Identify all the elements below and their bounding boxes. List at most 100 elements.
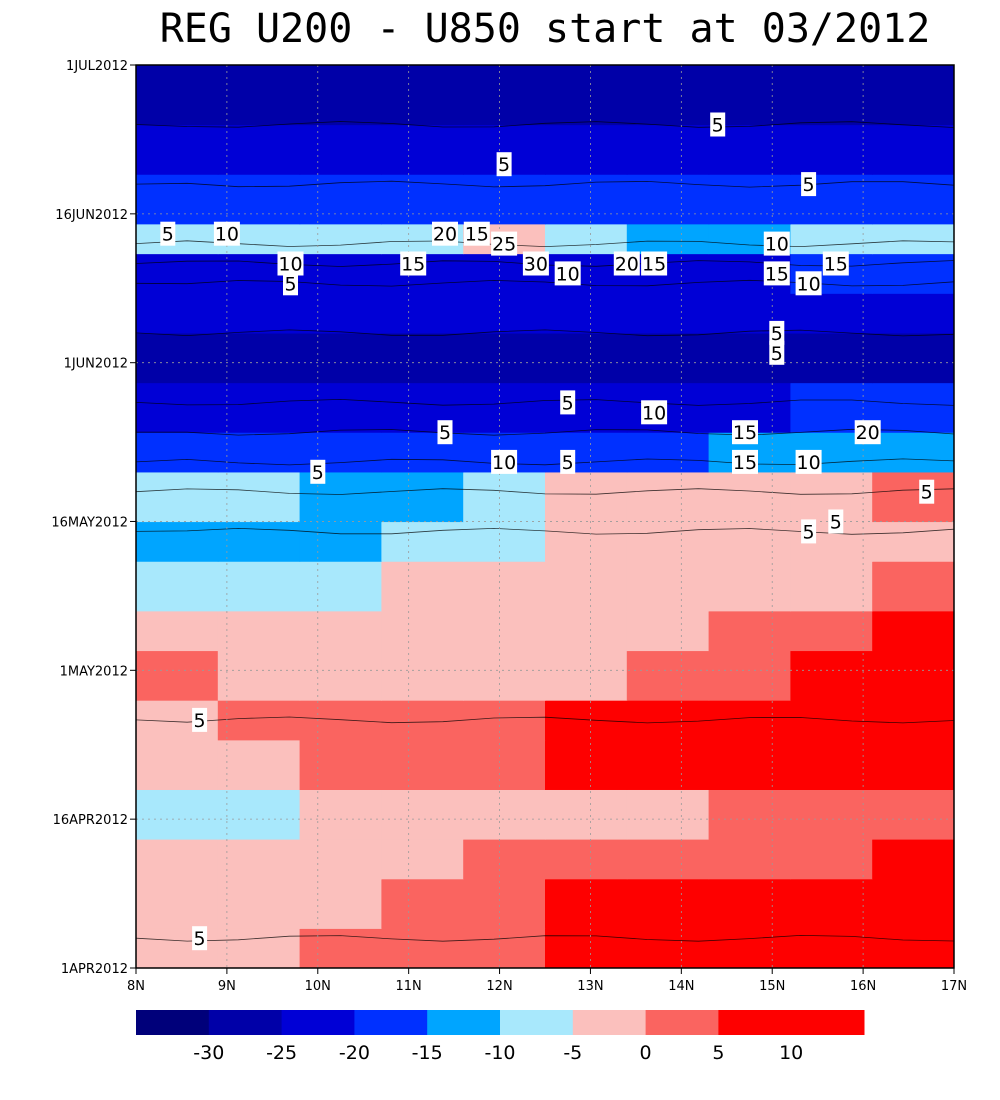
filled-cell xyxy=(299,521,382,562)
filled-cell xyxy=(217,293,301,334)
filled-cell xyxy=(545,432,628,473)
filled-cell xyxy=(136,521,219,562)
filled-cell xyxy=(463,789,546,840)
contour-label-box xyxy=(560,449,576,474)
filled-cell xyxy=(217,521,301,562)
contour-label-text: 15 xyxy=(401,254,425,276)
filled-cell xyxy=(790,739,873,790)
contour-label: 15 xyxy=(732,449,758,474)
filled-cell xyxy=(545,700,628,741)
contour-label-text: 5 xyxy=(194,710,206,732)
filled-cell xyxy=(872,789,954,840)
contour-label-text: 5 xyxy=(162,224,174,246)
contour-line xyxy=(136,398,954,406)
contour-label: 5 xyxy=(160,221,176,246)
contour-label: 5 xyxy=(496,152,512,177)
filled-cell xyxy=(872,124,954,175)
filled-cell xyxy=(872,610,954,652)
filled-cell xyxy=(136,471,219,523)
contour-label: 10 xyxy=(213,221,240,246)
contour-label-box xyxy=(400,251,427,276)
contour-label-text: 20 xyxy=(433,224,457,246)
filled-cell xyxy=(872,382,954,433)
contour-label: 5 xyxy=(919,479,935,504)
contour-label-box xyxy=(795,271,822,296)
y-tick-label: 1JUL2012 xyxy=(66,59,128,74)
x-tick-label: 15N xyxy=(759,979,785,994)
filled-cell xyxy=(136,789,219,840)
x-tick-label: 16N xyxy=(850,979,876,994)
filled-cell xyxy=(708,878,791,929)
colorbar-swatch xyxy=(208,1010,283,1035)
filled-cell xyxy=(136,293,219,334)
contour-label-box xyxy=(822,251,849,276)
contour-line xyxy=(136,180,954,188)
filled-cell xyxy=(872,878,954,929)
filled-cell xyxy=(136,332,219,384)
filled-cell xyxy=(463,878,546,929)
filled-cell xyxy=(136,382,219,433)
filled-cell xyxy=(217,700,301,741)
contour-line xyxy=(136,488,954,495)
contour-label-box xyxy=(801,519,817,544)
contour-label: 5 xyxy=(192,707,208,732)
contour-label-text: 20 xyxy=(615,254,639,276)
contour-label: 10 xyxy=(554,261,581,286)
filled-cell xyxy=(299,839,382,880)
filled-cell xyxy=(790,789,873,840)
contour-label: 20 xyxy=(432,221,458,246)
filled-cell xyxy=(708,650,791,701)
colorbar-label: -30 xyxy=(193,1042,224,1064)
filled-cell xyxy=(626,789,710,840)
filled-cell xyxy=(790,223,873,255)
contour-label: 5 xyxy=(310,459,326,484)
filled-cell xyxy=(381,332,464,384)
filled-cell xyxy=(381,878,464,929)
filled-cell xyxy=(872,253,954,294)
filled-cell xyxy=(136,65,219,126)
y-tick-label: 1MAY2012 xyxy=(60,664,128,679)
x-axis: 8N 9N 10N 11N 12N 13N 14N 15N 16N 17N xyxy=(127,968,967,994)
filled-cell xyxy=(299,739,382,790)
filled-cell xyxy=(463,521,546,562)
contour-label-box xyxy=(560,390,576,415)
contour-line xyxy=(136,527,954,535)
filled-cell xyxy=(790,700,873,741)
contour-label-box xyxy=(795,449,822,474)
contour-label-text: 5 xyxy=(562,452,574,474)
filled-cell xyxy=(708,521,791,562)
filled-cell xyxy=(299,382,382,433)
colorbar-swatch xyxy=(427,1010,501,1035)
filled-cell xyxy=(626,839,710,880)
contour-label-box xyxy=(613,251,640,276)
contour-label-box xyxy=(769,340,785,365)
x-tick-label: 8N xyxy=(127,979,145,994)
contour-label: 10 xyxy=(491,449,518,474)
filled-cell xyxy=(790,650,873,701)
filled-cell xyxy=(217,561,301,612)
colorbar-label: -25 xyxy=(266,1042,297,1064)
filled-cell xyxy=(381,650,464,701)
filled-cell xyxy=(463,650,546,701)
contour-label-box xyxy=(641,251,668,276)
filled-cell xyxy=(463,293,546,334)
y-tick-label: 16JUN2012 xyxy=(55,208,128,223)
colorbar-label: 5 xyxy=(712,1042,724,1064)
filled-cell xyxy=(626,739,710,790)
filled-cell xyxy=(299,928,382,968)
filled-cell xyxy=(790,561,873,612)
contour-label: 5 xyxy=(828,509,844,534)
filled-cell xyxy=(872,432,954,473)
filled-cell xyxy=(381,561,464,612)
contour-label-text: 15 xyxy=(733,422,757,444)
contour-line xyxy=(136,934,954,942)
filled-cell xyxy=(299,789,382,840)
colorbar-label: -20 xyxy=(339,1042,370,1064)
filled-cell xyxy=(136,432,219,473)
filled-cell xyxy=(299,561,382,612)
filled-cell xyxy=(626,700,710,741)
filled-cell xyxy=(217,650,301,701)
filled-cell xyxy=(708,700,791,741)
filled-cell xyxy=(626,124,710,175)
filled-cell xyxy=(545,65,628,126)
